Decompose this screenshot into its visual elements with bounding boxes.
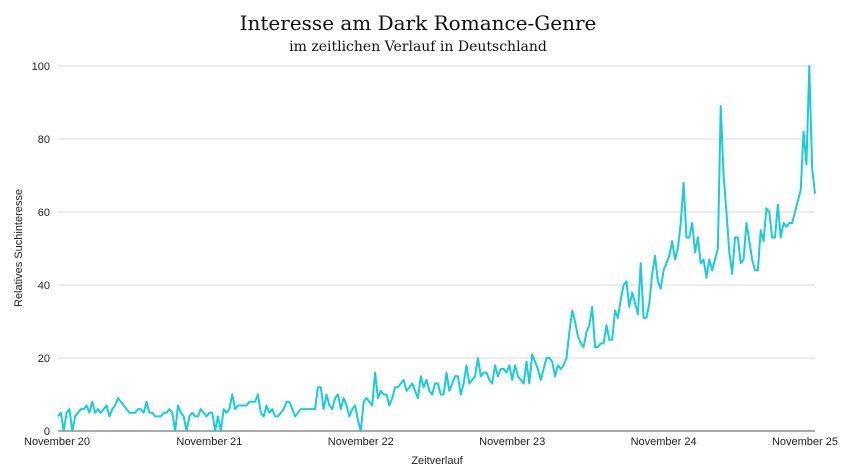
y-tick-label: 80 [38,134,50,146]
y-tick-label: 60 [38,207,50,219]
x-tick-label: November 21 [176,436,242,448]
x-tick-label: November 20 [24,436,90,448]
x-tick-label: November 23 [479,436,545,448]
chart-title: Interesse am Dark Romance-Genre [240,11,597,35]
chart-subtitle: im zeitlichen Verlauf in Deutschland [289,39,547,55]
x-tick-label: November 24 [631,436,697,448]
x-axis-ticks: November 20 November 21 November 22 Novembe… [24,436,838,448]
x-tick-label: November 25 [772,436,838,448]
series-line [57,65,816,432]
y-tick-label: 100 [32,61,50,73]
y-tick-label: 20 [38,353,50,365]
y-axis-label: Relatives Suchinteresse [13,189,25,307]
gridlines [58,65,815,359]
x-axis-label: Zeitverlauf [411,455,463,467]
y-axis-ticks: 0 20 40 60 80 100 [32,61,50,438]
x-tick-label: November 22 [328,436,394,448]
y-tick-label: 40 [38,280,50,292]
y-tick-label: 0 [44,426,50,438]
